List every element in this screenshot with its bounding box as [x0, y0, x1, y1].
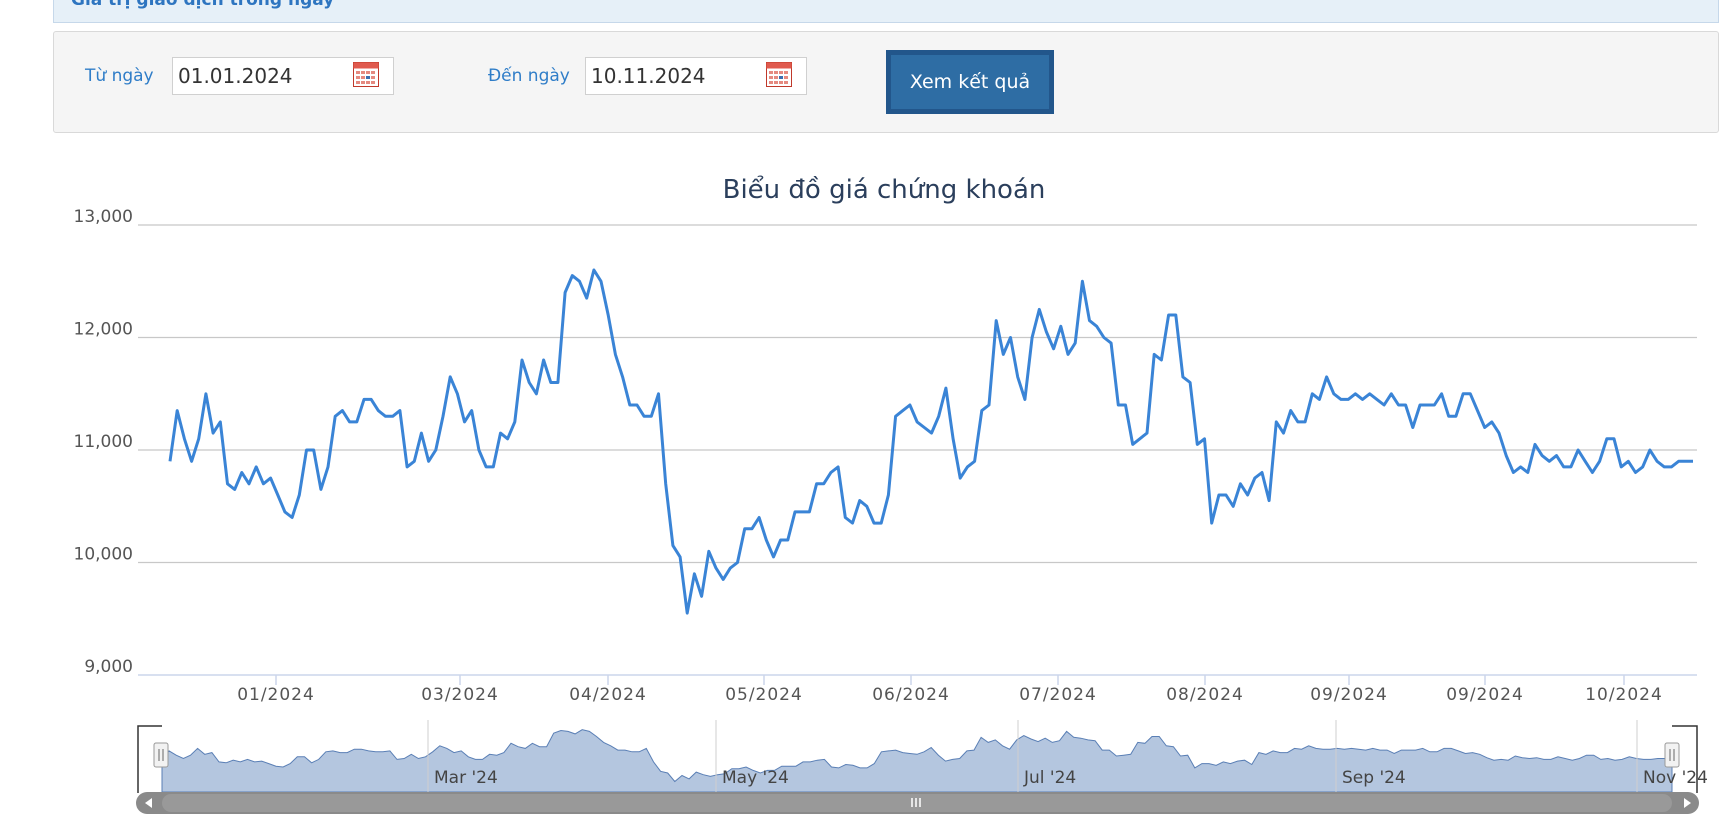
arrow-left-icon[interactable]	[145, 798, 152, 808]
navigator-gridlines	[427, 720, 1638, 792]
stock-price-chart: Biểu đồ giá chứng khoán 13,000 12,000 11,0…	[74, 174, 1708, 814]
x-tick-label: 04/2024	[569, 685, 647, 705]
calendar-icon[interactable]	[766, 62, 792, 87]
section-header: Giá trị giao dịch trong ngày	[53, 0, 1719, 23]
section-header-title: Giá trị giao dịch trong ngày	[71, 0, 335, 10]
x-tick-label: 08/2024	[1166, 685, 1244, 705]
navigator[interactable]: Mar '24 May '24 Jul '24 Sep '24 Nov '24	[137, 720, 1708, 793]
x-tick-label: 10/2024	[1585, 685, 1663, 705]
y-tick-label: 11,000	[74, 432, 133, 452]
date-filter-panel: Từ ngày 01.01.2024 Đến ngày 10.11.2024	[53, 31, 1719, 133]
grip-icon	[911, 798, 921, 807]
x-tick-label: 06/2024	[872, 685, 950, 705]
navigator-label: Sep '24	[1342, 768, 1406, 788]
navigator-label: Nov '24	[1643, 768, 1708, 788]
price-series-line[interactable]	[168, 268, 1693, 615]
view-results-button[interactable]: Xem kết quả	[886, 50, 1054, 114]
navigator-left-outline	[137, 725, 162, 793]
x-tick-label: 01/2024	[237, 685, 315, 705]
from-date-value: 01.01.2024	[178, 64, 293, 88]
x-tick-label: 09/2024	[1446, 685, 1524, 705]
scrollbar[interactable]	[136, 792, 1699, 814]
view-results-button-label: Xem kết quả	[891, 55, 1049, 109]
y-tick-label: 13,000	[74, 207, 133, 227]
y-tick-label: 12,000	[74, 320, 133, 340]
x-tick-label: 07/2024	[1019, 685, 1097, 705]
navigator-label: May '24	[722, 768, 789, 788]
arrow-right-icon[interactable]	[1684, 798, 1691, 808]
to-date-label: Đến ngày	[488, 66, 570, 86]
to-date-field[interactable]: 10.11.2024	[585, 57, 807, 95]
from-date-label: Từ ngày	[85, 66, 154, 86]
y-tick-label: 10,000	[74, 545, 133, 565]
to-date-value: 10.11.2024	[591, 64, 706, 88]
navigator-handle-left[interactable]	[153, 742, 169, 768]
gridlines	[138, 224, 1697, 564]
navigator-label: Mar '24	[434, 768, 498, 788]
navigator-label: Jul '24	[1023, 768, 1076, 788]
navigator-labels: Mar '24 May '24 Jul '24 Sep '24 Nov '24	[434, 768, 1708, 788]
chart-title: Biểu đồ giá chứng khoán	[723, 174, 1046, 205]
calendar-icon[interactable]	[353, 62, 379, 87]
x-tick-label: 05/2024	[725, 685, 803, 705]
x-axis-ticks: 01/2024 03/2024 04/2024 05/2024 06/2024 07/20…	[237, 675, 1663, 705]
scrollbar-thumb[interactable]	[162, 794, 1672, 812]
from-date-field[interactable]: 01.01.2024	[172, 57, 394, 95]
x-tick-label: 03/2024	[421, 685, 499, 705]
y-axis-ticks: 13,000 12,000 11,000 10,000 9,000	[74, 207, 133, 677]
x-tick-label: 09/2024	[1310, 685, 1388, 705]
navigator-area	[161, 729, 1673, 793]
navigator-right-outline	[1672, 725, 1698, 793]
y-tick-label: 9,000	[84, 657, 133, 677]
navigator-handle-right[interactable]	[1664, 742, 1680, 768]
